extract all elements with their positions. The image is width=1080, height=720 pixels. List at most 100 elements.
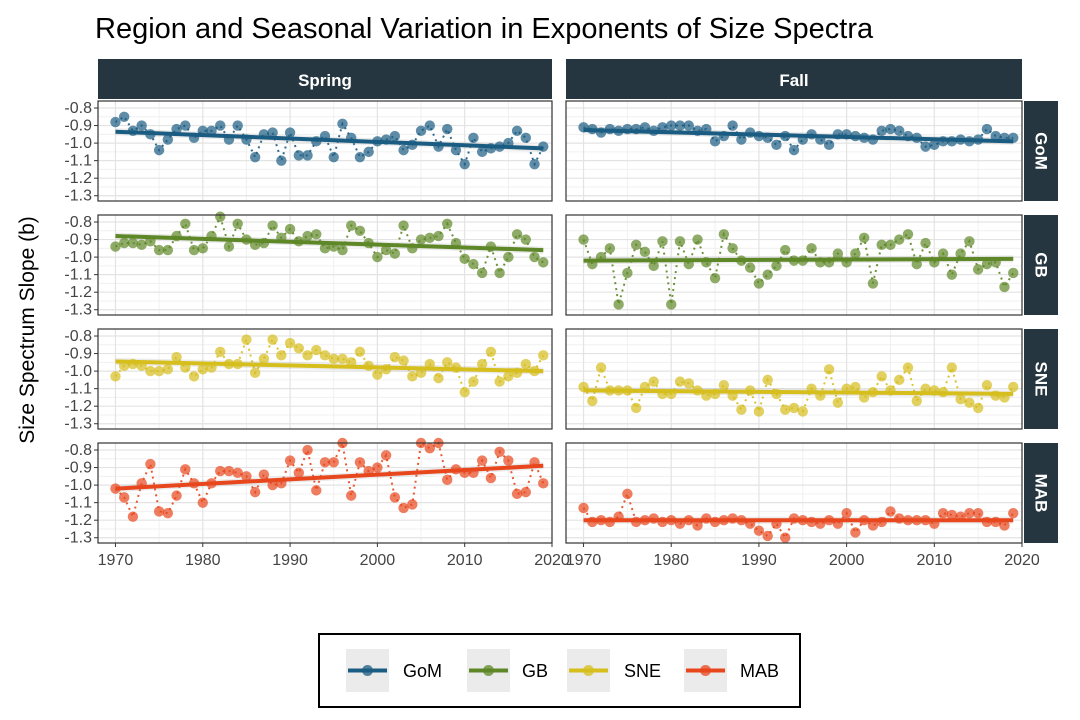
data-point-mab-spring-1987 (258, 469, 270, 480)
panel-gom-fall (565, 100, 1023, 202)
data-point-sne-spring-1977 (171, 351, 182, 363)
data-point-gb-spring-2002 (389, 248, 401, 259)
data-point-gb-fall-1973 (604, 243, 616, 254)
data-point-gom-spring-2006 (424, 120, 435, 131)
data-point-gom-fall-1982 (683, 120, 694, 131)
data-point-mab-spring-2014 (494, 446, 505, 457)
data-point-sne-fall-1972 (595, 362, 607, 373)
y-tick-label: -1.1 (64, 495, 92, 512)
data-point-sne-spring-1992 (302, 350, 313, 361)
data-point-mab-spring-1988 (267, 479, 278, 491)
facet-grid: Spring FallGoMGBSNEMAB-0.8-0.9-1.0-1.1-1.… (64, 59, 1058, 569)
data-point-sne-spring-2008 (442, 357, 453, 368)
data-point-sne-spring-1987 (258, 353, 270, 365)
x-tick-label: 1980 (185, 552, 221, 569)
data-point-mab-spring-2002 (389, 492, 401, 503)
panel-border (97, 328, 553, 430)
trend-line-sne-spring (115, 359, 544, 374)
data-point-mab-spring-1991 (293, 467, 305, 479)
data-point-sne-spring-1989 (276, 350, 287, 361)
data-point-gom-spring-2010 (459, 158, 470, 170)
data-point-sne-spring-2003 (398, 355, 409, 366)
data-point-mab-fall-2018 (999, 520, 1010, 531)
data-point-gom-spring-2017 (520, 132, 532, 144)
data-point-sne-spring-2019 (538, 350, 549, 361)
panel-border (97, 214, 553, 316)
data-point-mab-fall-2000 (841, 507, 852, 519)
data-point-gom-spring-1975 (153, 144, 165, 156)
data-point-gom-spring-1971 (118, 111, 130, 122)
panel-background (566, 443, 1022, 543)
legend-key-point-gom (362, 665, 373, 676)
data-point-gb-spring-2017 (520, 234, 532, 245)
data-point-gb-spring-2019 (538, 257, 549, 268)
data-point-mab-spring-2015 (503, 455, 514, 466)
data-point-sne-spring-1991 (293, 343, 305, 354)
data-point-sne-fall-2012 (946, 362, 958, 373)
data-point-gb-fall-1989 (744, 262, 756, 273)
data-point-mab-spring-2012 (476, 455, 488, 466)
data-point-gom-fall-2017 (990, 130, 1001, 142)
data-point-sne-spring-1976 (162, 364, 174, 375)
data-point-gom-spring-1998 (354, 151, 366, 163)
data-point-gb-spring-1984 (232, 218, 243, 229)
y-tick-label: -1.3 (64, 416, 92, 433)
data-point-sne-spring-2004 (407, 371, 418, 382)
data-point-sne-fall-2004 (876, 371, 887, 382)
data-point-mab-spring-1998 (354, 457, 366, 468)
x-tick-label: 1990 (272, 552, 308, 569)
data-point-mab-fall-2005 (885, 506, 896, 517)
data-point-mab-spring-1986 (249, 486, 261, 498)
data-point-sne-fall-1994 (788, 402, 800, 414)
panel-border (565, 442, 1023, 544)
y-tick-label: -1.2 (64, 284, 92, 301)
data-point-mab-spring-2017 (520, 486, 532, 498)
y-tick-label: -0.8 (64, 328, 92, 345)
x-tick-label: 2010 (447, 552, 483, 569)
data-point-sne-spring-2000 (372, 369, 383, 380)
data-point-gom-fall-2006 (894, 125, 905, 137)
panel-border (97, 100, 553, 202)
data-point-mab-fall-1991 (762, 530, 773, 542)
data-point-gb-fall-1981 (674, 236, 686, 247)
strip-label-spring: Spring (298, 71, 352, 90)
data-point-mab-fall-1975 (622, 488, 633, 500)
data-point-sne-fall-2014 (964, 397, 975, 408)
strip-fall (566, 59, 1022, 99)
x-tick-label: 2020 (534, 552, 570, 569)
data-point-mab-spring-1975 (153, 506, 165, 517)
data-point-sne-spring-2015 (503, 371, 514, 382)
data-point-mab-spring-2019 (538, 478, 549, 489)
y-tick-label: -0.9 (64, 460, 92, 477)
data-point-gb-fall-2005 (885, 239, 896, 251)
data-point-mab-spring-1971 (118, 492, 130, 503)
data-point-mab-spring-1984 (232, 467, 243, 479)
data-point-gb-fall-1987 (727, 243, 738, 254)
data-point-gom-spring-2012 (476, 146, 488, 158)
data-point-sne-fall-1999 (832, 397, 844, 408)
data-point-gom-fall-2009 (920, 141, 931, 152)
data-point-gb-spring-2003 (398, 220, 409, 231)
data-point-gb-spring-1990 (284, 223, 296, 235)
data-point-gom-fall-2005 (885, 123, 896, 135)
y-tick-label: -1.0 (64, 363, 92, 380)
data-point-mab-spring-2003 (398, 502, 409, 514)
data-point-sne-spring-1974 (145, 365, 156, 377)
data-point-gb-fall-1996 (806, 243, 817, 254)
y-tick-label: -1.2 (64, 398, 92, 415)
data-point-mab-fall-1970 (578, 502, 589, 514)
data-point-sne-fall-2016 (981, 379, 993, 391)
data-point-mab-spring-2000 (372, 462, 383, 473)
data-point-gb-fall-1977 (639, 246, 651, 258)
data-point-mab-fall-2015 (972, 507, 984, 519)
data-point-mab-spring-2008 (442, 474, 453, 486)
data-point-mab-spring-1978 (180, 464, 191, 475)
strip-mab (1024, 443, 1058, 543)
x-tick-label: 1970 (98, 552, 134, 569)
data-point-sne-spring-1985 (241, 334, 252, 345)
data-point-gb-fall-2011 (937, 248, 949, 259)
data-point-gom-spring-2011 (468, 132, 479, 144)
data-point-gb-fall-2004 (876, 239, 887, 251)
y-tick-label: -1.0 (64, 135, 92, 152)
